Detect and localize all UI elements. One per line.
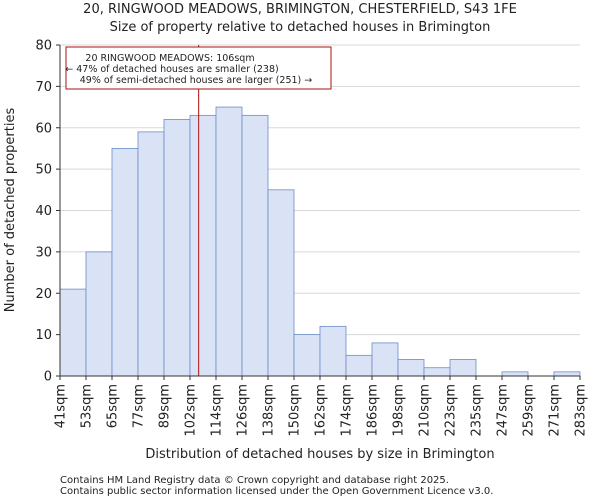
bar-102sqm [189, 114, 217, 377]
bar-65sqm [111, 148, 139, 377]
annotation-frame [65, 46, 332, 90]
x-tick-label-65sqm: 65sqm [106, 384, 121, 428]
bar-138sqm [267, 189, 295, 377]
y-axis: 0 10 20 30 40 50 60 70 80 [35, 39, 61, 385]
annotation-line-1: 20 RINGWOOD MEADOWS: 106sqm [85, 53, 254, 64]
y-tick-label-20: 20 [35, 287, 52, 302]
bar-210sqm [423, 367, 451, 377]
y-tick-label-10: 10 [35, 328, 52, 343]
annotation-line-3: 49% of semi-detached houses are larger (… [80, 75, 313, 86]
x-tick-label-247sqm: 247sqm [496, 384, 511, 437]
bar-198sqm [397, 359, 425, 377]
x-tick-label-53sqm: 53sqm [80, 384, 95, 428]
x-tick-label-186sqm: 186sqm [366, 384, 381, 437]
footer-line-2: Contains public sector information licen… [60, 486, 493, 497]
bar-186sqm [371, 342, 399, 377]
x-tick-label-210sqm: 210sqm [418, 384, 433, 437]
x-tick-label-114sqm: 114sqm [210, 384, 225, 437]
bar-247sqm [501, 371, 529, 377]
x-tick-label-162sqm: 162sqm [314, 384, 329, 437]
bar-162sqm [319, 325, 347, 377]
bar-53sqm [85, 251, 113, 377]
bar-150sqm [293, 334, 321, 377]
x-tick-label-283sqm: 283sqm [574, 384, 589, 437]
bar-41sqm [59, 288, 87, 377]
x-tick-label-198sqm: 198sqm [392, 384, 407, 437]
x-tick-label-89sqm: 89sqm [158, 384, 173, 428]
x-tick-label-271sqm: 271sqm [548, 384, 563, 437]
bars [59, 106, 581, 377]
x-tick-label-102sqm: 102sqm [184, 384, 199, 437]
bar-126sqm [241, 114, 269, 377]
y-tick-label-50: 50 [35, 163, 52, 178]
annotation-box: 20 RINGWOOD MEADOWS: 106sqm ← 47% of det… [65, 46, 332, 90]
x-tick-label-223sqm: 223sqm [444, 384, 459, 437]
x-tick-label-259sqm: 259sqm [522, 384, 537, 437]
bar-223sqm [449, 359, 477, 377]
bar-174sqm [345, 354, 373, 377]
x-tick-label-138sqm: 138sqm [262, 384, 277, 437]
chart-title: 20, RINGWOOD MEADOWS, BRIMINGTON, CHESTE… [83, 2, 517, 17]
footer-line-1: Contains HM Land Registry data © Crown c… [60, 475, 449, 486]
bar-89sqm [163, 119, 191, 377]
y-tick-label-60: 60 [35, 121, 52, 136]
x-tick-label-126sqm: 126sqm [236, 384, 251, 437]
chart-subtitle: Size of property relative to detached ho… [110, 20, 491, 35]
x-tick-label-77sqm: 77sqm [132, 384, 147, 428]
x-axis: 41sqm 53sqm 65sqm 77sqm 89sqm 102sqm 114sqm 126… [54, 375, 589, 437]
y-tick-label-80: 80 [35, 39, 52, 54]
x-tick-label-235sqm: 235sqm [470, 384, 485, 437]
annotation-line-2: ← 47% of detached houses are smaller (23… [65, 64, 278, 75]
bar-77sqm [137, 131, 165, 377]
x-axis-label: Distribution of detached houses by size … [145, 447, 494, 462]
y-axis-label: Number of detached properties [3, 108, 18, 313]
y-tick-label-30: 30 [35, 245, 52, 260]
y-tick-label-0: 0 [44, 370, 52, 385]
bar-114sqm [215, 106, 243, 377]
bar-271sqm [553, 371, 581, 377]
x-tick-label-174sqm: 174sqm [340, 384, 355, 437]
y-tick-label-70: 70 [35, 80, 52, 95]
y-tick-label-40: 40 [35, 204, 52, 219]
x-tick-label-41sqm: 41sqm [54, 384, 69, 428]
x-tick-label-150sqm: 150sqm [288, 384, 303, 437]
